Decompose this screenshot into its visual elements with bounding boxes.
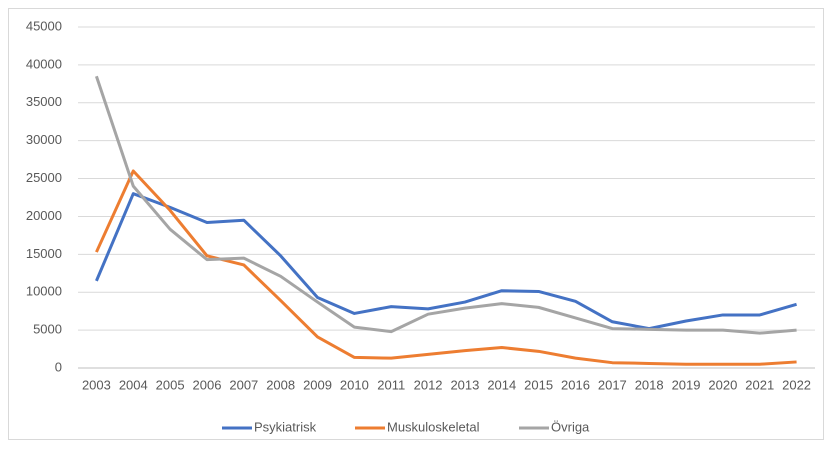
x-tick-label: 2003 <box>82 377 111 392</box>
legend-label: Övriga <box>551 419 590 434</box>
y-tick-label: 45000 <box>26 18 62 33</box>
x-tick-label: 2018 <box>635 377 664 392</box>
y-tick-label: 35000 <box>26 94 62 109</box>
legend-label: Psykiatrisk <box>254 419 317 434</box>
x-tick-label: 2008 <box>266 377 295 392</box>
x-tick-label: 2014 <box>487 377 516 392</box>
y-tick-label: 30000 <box>26 132 62 147</box>
chart-frame <box>8 8 824 440</box>
x-tick-label: 2019 <box>672 377 701 392</box>
x-tick-label: 2017 <box>598 377 627 392</box>
y-tick-label: 15000 <box>26 246 62 261</box>
y-tick-label: 0 <box>55 359 62 374</box>
legend-label: Muskuloskeletal <box>387 419 480 434</box>
y-tick-label: 10000 <box>26 284 62 299</box>
x-tick-label: 2016 <box>561 377 590 392</box>
x-tick-label: 2021 <box>745 377 774 392</box>
series-line <box>95 169 797 366</box>
y-tick-label: 25000 <box>26 170 62 185</box>
x-tick-label: 2011 <box>377 377 405 392</box>
x-tick-label: 2005 <box>156 377 185 392</box>
series-line <box>95 192 797 331</box>
x-tick-label: 2007 <box>229 377 258 392</box>
y-tick-label: 20000 <box>26 208 62 223</box>
x-tick-label: 2006 <box>193 377 222 392</box>
x-tick-label: 2009 <box>303 377 332 392</box>
x-tick-label: 2015 <box>524 377 553 392</box>
x-tick-label: 2013 <box>450 377 479 392</box>
x-tick-label: 2010 <box>340 377 369 392</box>
x-tick-label: 2020 <box>708 377 737 392</box>
x-tick-label: 2012 <box>414 377 443 392</box>
x-tick-label: 2004 <box>119 377 148 392</box>
series-line <box>95 75 797 335</box>
y-tick-label: 5000 <box>33 322 62 337</box>
x-tick-label: 2022 <box>782 377 811 392</box>
y-tick-label: 40000 <box>26 56 62 71</box>
